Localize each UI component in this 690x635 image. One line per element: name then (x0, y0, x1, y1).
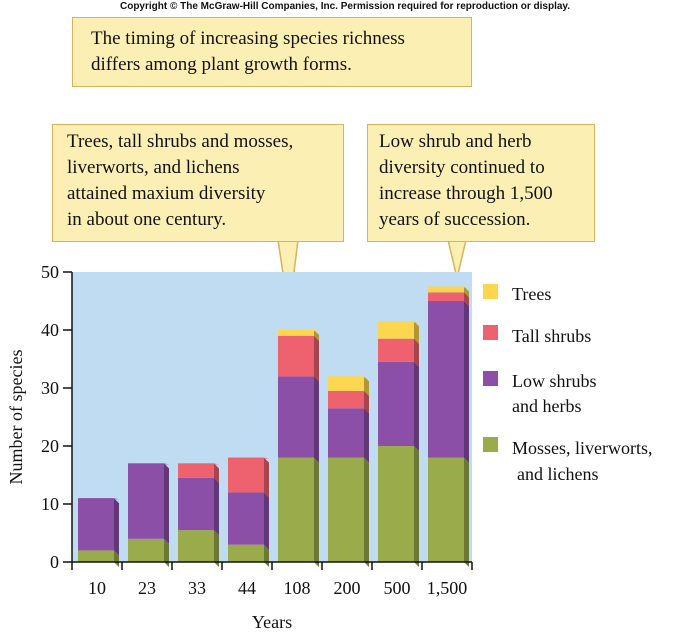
bar-segment-side (264, 492, 269, 550)
bar-segment (378, 338, 414, 362)
bar-segment (78, 550, 114, 562)
y-tick-label: 20 (41, 436, 59, 456)
bar-segment (328, 376, 364, 391)
legend-swatch (483, 371, 498, 386)
bar-segment (178, 463, 214, 478)
bar-top (178, 463, 219, 465)
legend: Trees Tall shrubs Low shrubs and herbs Mosse… (483, 284, 653, 484)
bar-segment (328, 457, 364, 562)
bar-top (328, 376, 369, 378)
callout-left-text: Trees, tall shrubs and mosses, liverwort… (67, 131, 294, 230)
bar-segment (378, 446, 414, 562)
bar-segment-side (414, 446, 419, 567)
bar-segment-side (114, 550, 119, 567)
legend-label: Mosses, liverworts, (512, 438, 653, 458)
bar-segment-side (464, 301, 469, 463)
bar-segment (278, 330, 314, 336)
bar-segment-side (364, 408, 369, 463)
legend-swatch (483, 325, 498, 340)
bar-segment (378, 321, 414, 339)
x-tick-label: 200 (334, 578, 361, 598)
legend-label: and herbs (512, 396, 581, 416)
bar-top (378, 321, 419, 323)
bar-top (278, 330, 319, 331)
bar-segment (428, 286, 464, 293)
x-tick-label: 1,500 (427, 578, 468, 598)
y-tick-label: 50 (41, 262, 59, 282)
bar-top (428, 286, 469, 288)
bar-segment-side (414, 361, 419, 451)
callout-right: Low shrub and herb diversity continued t… (367, 124, 595, 242)
legend-swatch (483, 284, 498, 299)
bar-segment-side (364, 457, 369, 567)
x-tick-label: 44 (238, 578, 256, 598)
bar-segment-side (364, 390, 369, 414)
bar-segment (378, 361, 414, 446)
callout-left: Trees, tall shrubs and mosses, liverwort… (52, 124, 344, 242)
x-tick-label: 10 (88, 578, 106, 598)
bar-segment-side (214, 530, 219, 567)
bar-segment-side (464, 292, 469, 306)
bar-segment-side (364, 376, 369, 396)
bar-segment (328, 390, 364, 409)
bar-segment-side (314, 376, 319, 463)
bar-segment (178, 530, 214, 562)
bar-segment (278, 457, 314, 562)
x-axis-label: Years (252, 612, 292, 632)
bar-segment-side (464, 457, 469, 567)
callout-summary: The timing of increasing species richnes… (72, 17, 472, 87)
bar-segment (278, 376, 314, 458)
bar-segment (428, 301, 464, 458)
bar-segment-side (314, 330, 319, 341)
x-tick-label: 500 (384, 578, 411, 598)
y-tick-label: 40 (41, 320, 59, 340)
legend-swatch (483, 437, 498, 452)
callout-summary-text: The timing of increasing species richnes… (91, 28, 405, 75)
bar-segment-side (164, 538, 169, 567)
bar-top (128, 463, 169, 465)
bar-segment-side (314, 335, 319, 382)
legend-label: Trees (512, 284, 551, 304)
legend-label: Tall shrubs (512, 326, 591, 346)
x-tick-label: 33 (188, 578, 206, 598)
bar-segment-side (164, 463, 169, 544)
bar-segment (428, 292, 464, 301)
bar-segment-side (414, 321, 419, 344)
x-tick-label: 108 (284, 578, 311, 598)
bar-segment (228, 457, 264, 493)
bar-segment-side (214, 463, 219, 483)
x-tick-label: 23 (138, 578, 156, 598)
bar-segment-side (214, 477, 219, 536)
bar-segment (228, 544, 264, 562)
bar-segment (78, 498, 114, 551)
copyright-notice: Copyright © The McGraw-Hill Companies, I… (119, 1, 571, 12)
bar-top (228, 457, 269, 459)
bar-top (78, 498, 119, 500)
y-tick-label: 0 (50, 552, 59, 572)
bar-segment (178, 477, 214, 531)
bar-segment-side (114, 498, 119, 556)
y-axis-label: Number of species (6, 350, 26, 485)
bar-segment (228, 492, 264, 545)
callout-right-text: Low shrub and herb diversity continued t… (379, 131, 553, 230)
axes-layer: 0 10 20 30 40 50 10 23 33 44 108 200 500 1,500 (41, 262, 473, 598)
bar-segment-side (464, 286, 469, 298)
y-tick-label: 30 (41, 378, 59, 398)
bar-segment (428, 457, 464, 562)
bar-segment (278, 335, 314, 377)
y-tick-label: 10 (41, 494, 59, 514)
bar-segment (328, 408, 364, 458)
legend-label: Low shrubs (512, 371, 597, 391)
bars-layer (78, 286, 469, 567)
legend-label: and lichens (517, 464, 598, 484)
bar-segment-side (414, 338, 419, 367)
bar-segment (128, 538, 164, 562)
bar-segment (128, 463, 164, 539)
bar-segment-side (264, 457, 269, 498)
bar-segment-side (314, 457, 319, 567)
